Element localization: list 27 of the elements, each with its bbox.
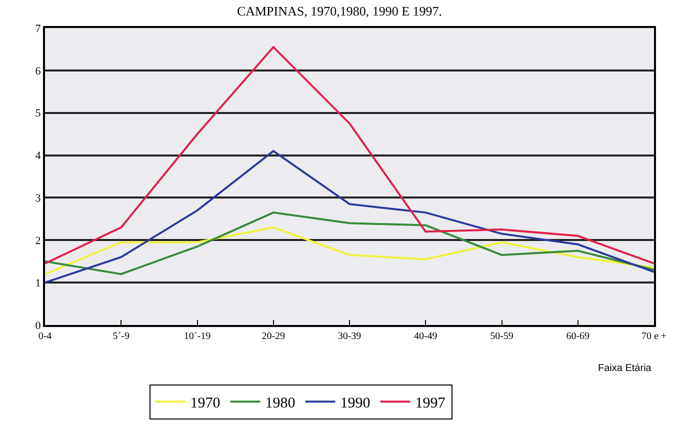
x-tick-label: 0-4 xyxy=(38,331,52,342)
line-series xyxy=(45,226,654,276)
line-series xyxy=(45,150,654,284)
x-tick-label: 50-59 xyxy=(490,331,514,342)
y-tick-label: 7 xyxy=(35,22,42,35)
x-axis-title: Faixa Etária xyxy=(598,363,652,374)
x-tick-label: 30-39 xyxy=(338,331,362,342)
y-tick-label: 5 xyxy=(35,108,42,120)
x-tick-label: 5´-9 xyxy=(112,331,130,342)
legend-label: 1980 xyxy=(265,396,296,412)
y-tick-label: 0 xyxy=(35,320,42,332)
line-series xyxy=(45,46,654,264)
chart-title: CAMPINAS, 1970,1980, 1990 E 1997. xyxy=(236,4,442,19)
x-tick-label: 60-69 xyxy=(566,331,590,342)
legend-label: 1997 xyxy=(415,396,446,412)
x-tick-label: 70 e + xyxy=(641,331,667,342)
y-tick-label: 3 xyxy=(35,192,42,205)
x-tick-label: 20-29 xyxy=(262,331,286,342)
legend-label: 1990 xyxy=(340,396,370,412)
line-series xyxy=(45,212,654,276)
y-tick-label: 6 xyxy=(35,65,42,78)
y-tick-label: 1 xyxy=(35,277,41,290)
y-tick-label: 4 xyxy=(35,150,42,162)
x-tick-label: 40-49 xyxy=(414,331,438,342)
legend-label: 1970 xyxy=(190,396,220,412)
x-tick-label: 10´-19 xyxy=(184,331,211,342)
y-tick-label: 2 xyxy=(35,234,41,247)
